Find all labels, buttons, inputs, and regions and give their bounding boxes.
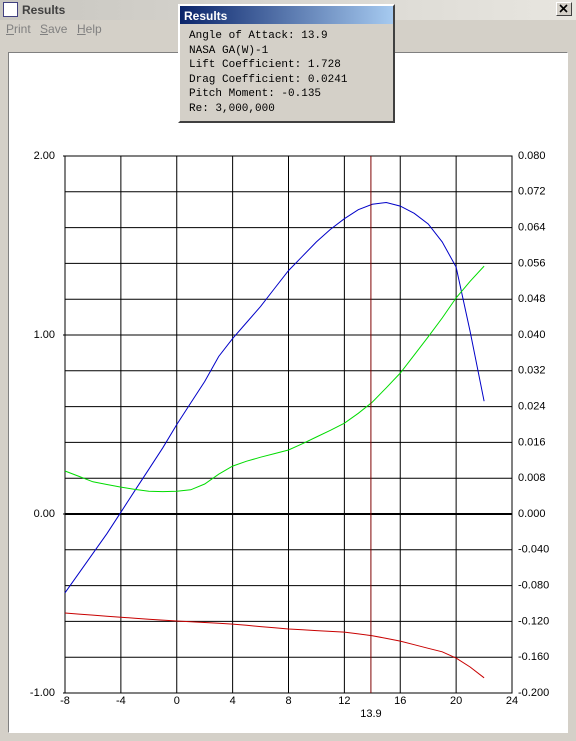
y2-tick-label: 0.048 <box>518 293 546 305</box>
y2-tick-label: 0.024 <box>518 401 546 413</box>
y-tick-label: 0.00 <box>34 508 55 520</box>
menu-item[interactable]: Print <box>6 22 31 36</box>
y2-tick-label: -0.160 <box>518 651 549 663</box>
x-tick-label: 20 <box>450 695 462 707</box>
y2-tick-label: -0.080 <box>518 580 549 592</box>
x-tick-label: 16 <box>394 695 406 707</box>
marker-label: 13.9 <box>360 708 381 720</box>
x-tick-label: 4 <box>230 695 236 707</box>
x-tick-label: 8 <box>285 695 291 707</box>
app-icon <box>3 2 18 17</box>
x-tick-label: -4 <box>116 695 126 707</box>
y2-tick-label: 0.032 <box>518 365 546 377</box>
y2-tick-label: 0.040 <box>518 329 546 341</box>
close-icon <box>559 4 568 13</box>
menu-item[interactable]: Help <box>77 22 102 36</box>
x-tick-label: -8 <box>60 695 70 707</box>
plot-frame <box>64 155 513 694</box>
menu-item[interactable]: Save <box>40 22 68 36</box>
popup-title: Results <box>180 6 393 24</box>
popup-line: Angle of Attack: 13.9 <box>189 30 328 42</box>
menu-bar: Print Save Help <box>0 20 576 38</box>
close-button[interactable] <box>556 2 572 16</box>
y-tick-label: -1.00 <box>30 687 55 699</box>
y2-tick-label: 0.064 <box>518 222 546 234</box>
y-tick-label: 1.00 <box>34 329 55 341</box>
data-line <box>64 612 485 679</box>
popup-line: Lift Coefficient: 1.728 <box>189 59 341 71</box>
y2-tick-label: 0.016 <box>518 436 546 448</box>
popup-line: Pitch Moment: -0.135 <box>189 88 322 100</box>
x-tick-label: 24 <box>506 695 518 707</box>
x-tick-label: 12 <box>338 695 350 707</box>
window-title: Results <box>22 3 66 17</box>
popup-line: Drag Coefficient: 0.0241 <box>189 73 348 86</box>
y2-tick-label: 0.072 <box>518 186 546 198</box>
popup-line: Re: 3,000,000 <box>189 102 275 115</box>
y2-tick-label: -0.120 <box>518 615 549 627</box>
data-line <box>64 265 485 493</box>
y-tick-label: 2.00 <box>34 150 55 162</box>
results-popup: Results Angle of Attack: 13.9 NASA GA(W)… <box>178 4 395 123</box>
y2-tick-label: 0.000 <box>518 508 546 520</box>
y2-tick-label: 0.056 <box>518 257 546 269</box>
y2-tick-label: 0.008 <box>518 472 546 484</box>
y2-tick-label: -0.200 <box>518 687 549 699</box>
y2-tick-label: 0.080 <box>518 150 546 162</box>
data-line <box>64 201 485 594</box>
popup-body: Angle of Attack: 13.9 NASA GA(W)-1 Lift … <box>180 24 393 116</box>
x-tick-label: 0 <box>174 695 180 707</box>
popup-line: NASA GA(W)-1 <box>189 44 269 57</box>
y2-tick-label: -0.040 <box>518 544 549 556</box>
